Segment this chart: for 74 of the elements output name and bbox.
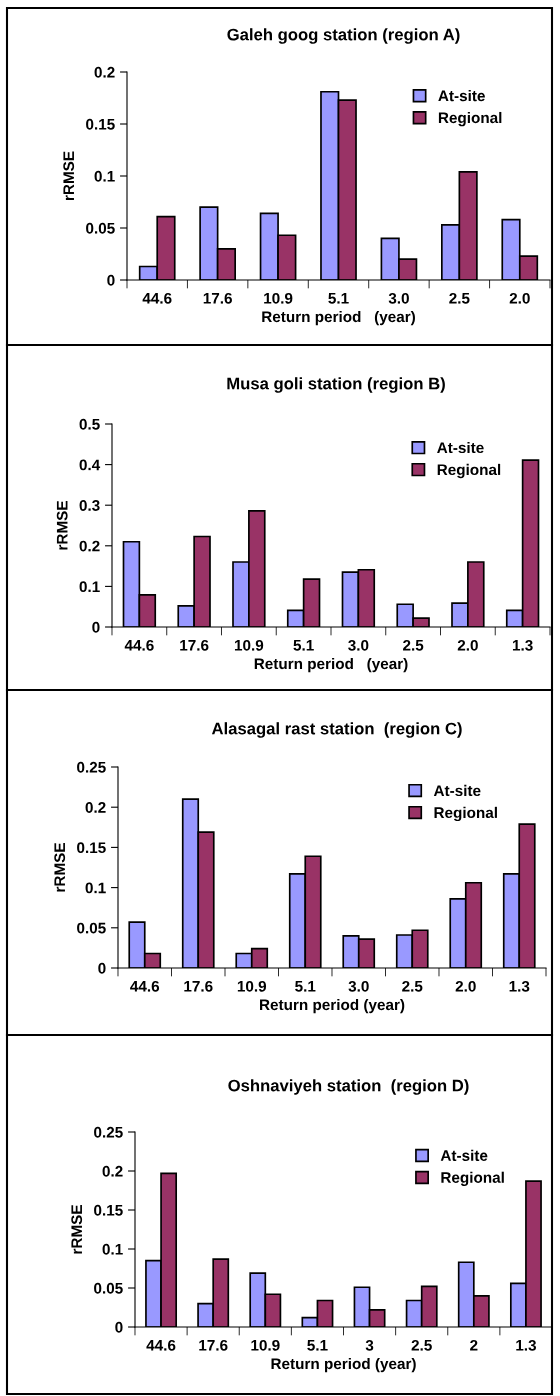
y-tick-label: 0 — [107, 274, 115, 286]
y-tick-label: 0.25 — [77, 761, 106, 773]
y-tick-label: 0.1 — [102, 1243, 123, 1255]
x-tick-label: 17.6 — [180, 639, 209, 651]
y-tick-label: 0.2 — [85, 802, 106, 813]
x-tick-label: 44.6 — [142, 292, 172, 304]
legend-label: At-site — [437, 441, 484, 454]
x-tick-label: 44.6 — [130, 980, 160, 992]
y-tick-label: 0.05 — [86, 222, 115, 234]
x-tick-label: 2.0 — [509, 292, 530, 304]
x-tick-label: 17.6 — [184, 980, 213, 992]
chart-title: Musa goli station (region B) — [227, 377, 445, 393]
y-axis-title: rRMSE — [54, 843, 66, 892]
x-axis-title: Return period (year) — [260, 998, 405, 1014]
x-tick-label: 3 — [365, 1339, 374, 1351]
x-tick-label: 5.1 — [328, 293, 349, 304]
legend-label: Regional — [441, 1171, 504, 1186]
y-tick-label: 0.1 — [94, 170, 115, 182]
y-tick-label: 0.05 — [94, 1282, 123, 1294]
y-tick-label: 0.05 — [77, 922, 106, 934]
legend-label: Regional — [438, 111, 502, 127]
x-tick-label: 5.1 — [307, 1340, 328, 1351]
y-axis-title: rRMSE — [56, 501, 68, 550]
x-tick-label: 17.6 — [203, 292, 232, 304]
x-tick-label: 2.0 — [457, 639, 478, 651]
x-tick-label: 2.5 — [411, 1339, 432, 1351]
y-tick-label: 0.15 — [77, 842, 106, 854]
x-tick-label: 44.6 — [146, 1339, 176, 1351]
x-axis-title: Return period (year) — [254, 657, 408, 673]
y-tick-label: 0.2 — [102, 1165, 123, 1177]
y-tick-label: 0.15 — [94, 1204, 123, 1216]
x-tick-label: 44.6 — [124, 639, 154, 651]
legend-label: Regional — [434, 806, 497, 822]
legend-label: At-site — [440, 1149, 488, 1161]
y-tick-label: 0.3 — [79, 500, 100, 511]
chart-title: Oshnaviyeh station (region D) — [228, 1079, 469, 1095]
x-tick-label: 2.5 — [402, 980, 423, 992]
x-tick-label: 5.1 — [295, 981, 316, 992]
y-tick-label: 0.5 — [79, 418, 100, 430]
legend-label: At-site — [433, 784, 481, 797]
x-tick-label: 10.9 — [264, 292, 293, 304]
legend-label: At-site — [438, 89, 485, 102]
y-tick-label: 0.25 — [94, 1126, 123, 1138]
x-axis-title: Return period (year) — [271, 1357, 416, 1373]
y-axis-title: rRMSE — [63, 151, 75, 201]
x-tick-label: 5.1 — [293, 640, 314, 651]
y-tick-label: 0.2 — [94, 66, 115, 78]
x-tick-label: 1.3 — [512, 639, 533, 651]
x-tick-label: 2.5 — [449, 292, 470, 304]
x-tick-label: 3.0 — [388, 292, 409, 304]
x-tick-label: 2.5 — [403, 639, 424, 651]
y-tick-label: 0.2 — [79, 540, 100, 552]
chart-title: Galeh goog station (region A) — [227, 28, 460, 44]
y-tick-label: 0.1 — [85, 882, 106, 894]
x-tick-label: 1.3 — [509, 980, 530, 992]
x-tick-label: 17.6 — [199, 1339, 228, 1351]
y-tick-label: 0 — [115, 1321, 123, 1333]
x-axis-title: Return period (year) — [262, 310, 415, 326]
x-tick-label: 2.0 — [455, 980, 476, 992]
y-axis-title: rRMSE — [71, 1205, 83, 1254]
y-tick-label: 0.4 — [79, 459, 101, 471]
x-tick-label: 10.9 — [234, 639, 264, 651]
x-tick-label: 10.9 — [251, 1339, 280, 1351]
y-tick-label: 0 — [92, 621, 100, 633]
legend-label: Regional — [437, 463, 501, 479]
x-tick-label: 2 — [470, 1339, 478, 1351]
chart-title: Alasagal rast station (region C) — [211, 722, 462, 738]
x-tick-label: 1.3 — [516, 1339, 537, 1351]
x-tick-label: 10.9 — [237, 980, 267, 992]
y-tick-label: 0.15 — [86, 118, 115, 130]
x-tick-label: 3.0 — [348, 980, 369, 992]
y-tick-label: 0 — [98, 962, 106, 974]
x-tick-label: 3.0 — [348, 639, 369, 651]
y-tick-label: 0.1 — [79, 581, 100, 593]
